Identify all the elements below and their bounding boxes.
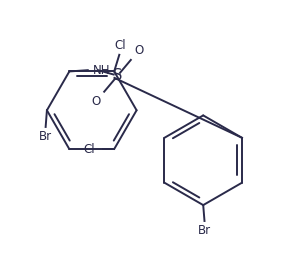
Text: Cl: Cl	[115, 39, 126, 52]
Text: O: O	[134, 44, 143, 57]
Text: Br: Br	[39, 130, 52, 142]
Text: NH: NH	[92, 64, 110, 77]
Text: Cl: Cl	[83, 143, 95, 156]
Text: Br: Br	[198, 224, 211, 236]
Text: S: S	[113, 68, 122, 83]
Text: O: O	[92, 95, 101, 108]
